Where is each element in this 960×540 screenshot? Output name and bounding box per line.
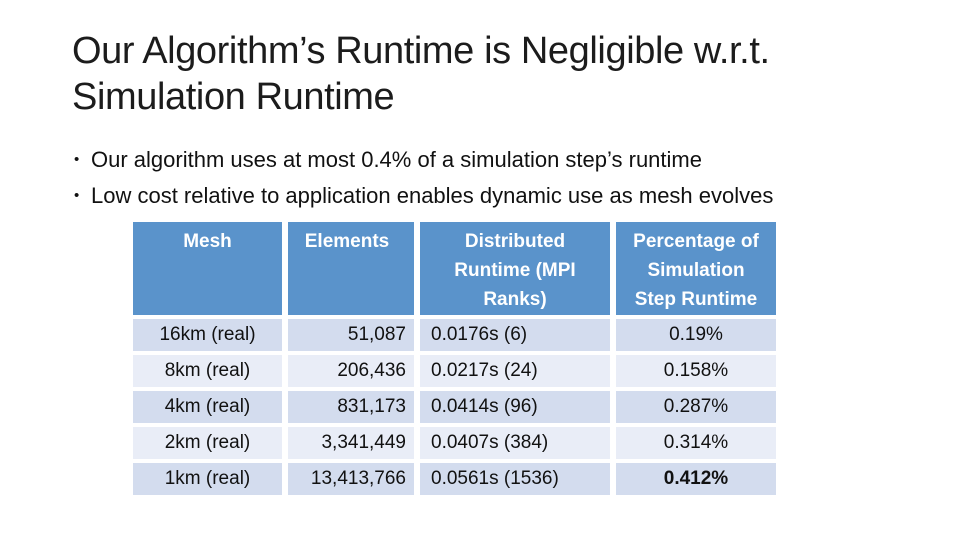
cell-runtime: 0.0561s (1536)	[420, 463, 610, 495]
bullet-text: Our algorithm uses at most 0.4% of a sim…	[91, 147, 702, 172]
cell-elements: 206,436	[288, 355, 414, 387]
bullet-item: • Low cost relative to application enabl…	[72, 178, 902, 214]
cell-percentage: 0.19%	[616, 319, 776, 351]
table-row: 1km (real) 13,413,766 0.0561s (1536) 0.4…	[133, 463, 776, 495]
cell-runtime: 0.0176s (6)	[420, 319, 610, 351]
data-table: Mesh Elements Distributed Runtime (MPI R…	[133, 222, 776, 495]
cell-runtime: 0.0407s (384)	[420, 427, 610, 459]
bullet-icon: •	[74, 187, 80, 204]
table-row: 4km (real) 831,173 0.0414s (96) 0.287%	[133, 391, 776, 423]
slide-title-line2: Simulation Runtime	[72, 76, 395, 118]
cell-elements: 3,341,449	[288, 427, 414, 459]
column-header-mesh: Mesh	[133, 222, 282, 315]
cell-percentage: 0.287%	[616, 391, 776, 423]
table-header-row: Mesh Elements Distributed Runtime (MPI R…	[133, 222, 776, 315]
cell-mesh: 2km (real)	[133, 427, 282, 459]
cell-percentage: 0.314%	[616, 427, 776, 459]
slide-title-line1: Our Algorithm’s Runtime is Negligible w.…	[72, 30, 770, 72]
cell-percentage-highlight: 0.412%	[616, 463, 776, 495]
slide-title: Our Algorithm’s Runtime is Negligible w.…	[72, 28, 770, 120]
bullet-icon: •	[74, 151, 80, 168]
table-row: 8km (real) 206,436 0.0217s (24) 0.158%	[133, 355, 776, 387]
cell-mesh: 1km (real)	[133, 463, 282, 495]
column-header-runtime: Distributed Runtime (MPI Ranks)	[420, 222, 610, 315]
column-header-elements: Elements	[288, 222, 414, 315]
cell-mesh: 16km (real)	[133, 319, 282, 351]
cell-elements: 13,413,766	[288, 463, 414, 495]
bullet-text: Low cost relative to application enables…	[91, 183, 774, 208]
column-header-percentage: Percentage of Simulation Step Runtime	[616, 222, 776, 315]
bullet-item: • Our algorithm uses at most 0.4% of a s…	[72, 142, 902, 178]
cell-elements: 831,173	[288, 391, 414, 423]
table-row: 2km (real) 3,341,449 0.0407s (384) 0.314…	[133, 427, 776, 459]
cell-runtime: 0.0414s (96)	[420, 391, 610, 423]
cell-mesh: 8km (real)	[133, 355, 282, 387]
cell-runtime: 0.0217s (24)	[420, 355, 610, 387]
cell-elements: 51,087	[288, 319, 414, 351]
cell-percentage: 0.158%	[616, 355, 776, 387]
bullet-list: • Our algorithm uses at most 0.4% of a s…	[72, 142, 902, 214]
cell-mesh: 4km (real)	[133, 391, 282, 423]
table-row: 16km (real) 51,087 0.0176s (6) 0.19%	[133, 319, 776, 351]
